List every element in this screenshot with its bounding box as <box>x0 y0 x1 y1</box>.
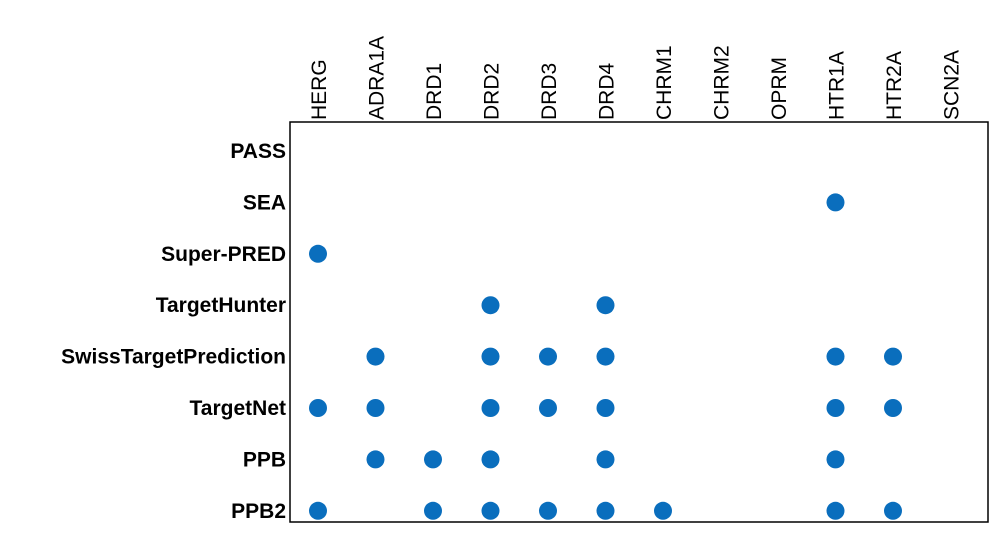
data-point-swisstargetprediction-drd2 <box>481 347 500 366</box>
x-tick-label-drd1: DRD1 <box>423 63 446 120</box>
data-point-super-pred-herg <box>309 244 327 263</box>
y-tick-label-swisstargetprediction: SwissTargetPrediction <box>61 346 286 369</box>
data-point-targetnet-drd4 <box>596 399 615 417</box>
x-tick-labels: HERG ADRA1A DRD1 DRD2 DRD3 DRD4 CHRM1 CHRM2 OPRM… <box>308 36 964 120</box>
data-point-ppb2-herg <box>309 501 327 520</box>
data-point-swisstargetprediction-htr2a <box>884 347 902 366</box>
y-tick-label-targetnet: TargetNet <box>190 397 286 420</box>
x-tick-label-drd4: DRD4 <box>596 63 619 120</box>
data-points <box>309 193 902 520</box>
data-point-ppb-adra1a <box>366 450 385 469</box>
data-point-ppb-drd4 <box>596 450 615 469</box>
data-point-targetnet-adra1a <box>366 399 385 417</box>
x-tick-label-chrm2: CHRM2 <box>711 45 734 120</box>
data-point-targethunter-drd4 <box>596 296 615 315</box>
data-point-sea-htr1a <box>826 193 845 212</box>
data-point-swisstargetprediction-drd3 <box>539 347 557 366</box>
data-point-targetnet-htr1a <box>826 399 845 417</box>
data-point-targethunter-drd2 <box>481 296 500 315</box>
data-point-ppb2-htr2a <box>884 501 902 520</box>
x-tick-label-scn2a: SCN2A <box>941 50 964 120</box>
x-tick-label-drd3: DRD3 <box>538 63 561 120</box>
data-point-targetnet-drd2 <box>481 399 500 417</box>
y-tick-label-targethunter: TargetHunter <box>156 294 286 317</box>
data-point-ppb2-chrm1 <box>654 501 672 520</box>
x-tick-label-drd2: DRD2 <box>481 63 504 120</box>
y-tick-label-super-pred: Super-PRED <box>161 243 286 266</box>
x-tick-label-htr2a: HTR2A <box>883 51 906 120</box>
x-tick-label-oprm: OPRM <box>768 57 791 120</box>
data-point-ppb2-drd4 <box>596 501 615 520</box>
data-point-swisstargetprediction-htr1a <box>826 347 845 366</box>
data-point-ppb-drd2 <box>481 450 500 469</box>
data-point-targetnet-htr2a <box>884 399 902 417</box>
data-point-ppb-drd1 <box>424 450 442 469</box>
x-tick-label-htr1a: HTR1A <box>826 51 849 120</box>
data-point-swisstargetprediction-drd4 <box>596 347 615 366</box>
data-point-targetnet-herg <box>309 399 327 417</box>
y-tick-labels: PASS SEA Super-PRED TargetHunter SwissTarget… <box>61 140 286 523</box>
data-point-ppb2-htr1a <box>826 501 845 520</box>
y-tick-label-pass: PASS <box>230 140 286 163</box>
x-tick-label-herg: HERG <box>308 59 331 120</box>
y-tick-label-ppb2: PPB2 <box>231 500 286 523</box>
data-point-ppb2-drd3 <box>539 501 557 520</box>
y-tick-label-sea: SEA <box>243 191 286 214</box>
plot-frame <box>289 121 989 523</box>
data-point-ppb2-drd2 <box>481 501 500 520</box>
data-point-ppb2-drd1 <box>424 501 442 520</box>
x-tick-label-adra1a: ADRA1A <box>366 36 389 120</box>
data-point-ppb-htr1a <box>826 450 845 469</box>
data-point-swisstargetprediction-adra1a <box>366 347 385 366</box>
y-tick-label-ppb: PPB <box>243 448 286 471</box>
data-point-targetnet-drd3 <box>539 399 557 417</box>
x-tick-label-chrm1: CHRM1 <box>653 45 676 120</box>
